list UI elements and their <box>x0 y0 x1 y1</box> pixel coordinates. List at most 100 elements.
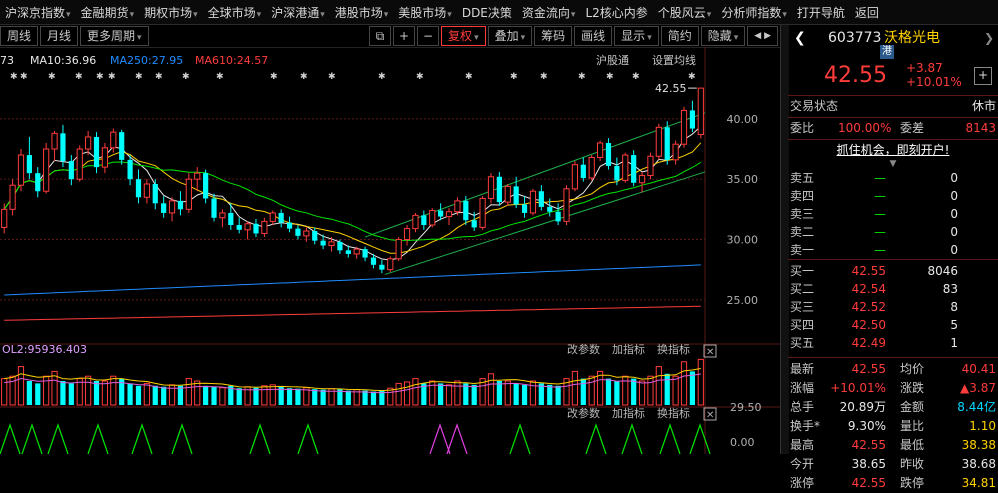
volume-bar <box>286 388 293 405</box>
signal-marker: ✱ <box>155 72 163 82</box>
zoom-out-icon[interactable]: − <box>417 26 440 46</box>
macd-signal <box>0 423 21 454</box>
stock-title: ❮ 603773 沃格光电 ❯ <box>788 25 998 51</box>
collapse-icon[interactable]: ▼ <box>889 159 897 169</box>
stat-label: 总手 <box>790 400 815 414</box>
promo-row[interactable]: 抓住机会，即刻开户! <box>788 141 998 160</box>
overlay-button[interactable]: 叠加 ▾ <box>487 26 533 46</box>
signal-marker: ✱ <box>96 72 104 82</box>
nav-label: 资金流向 <box>521 5 570 20</box>
candle-body <box>421 215 427 226</box>
nav-item-1[interactable]: 金融期货▾ <box>76 4 140 21</box>
add-watchlist-icon[interactable]: + <box>974 67 992 85</box>
bid-price: 42.54 <box>851 282 886 296</box>
draw-line-button[interactable]: 画线 <box>574 26 613 46</box>
nav-item-4[interactable]: 沪深港通▾ <box>266 4 330 21</box>
price-change: +3.87 <box>906 61 943 75</box>
stat-row: 今开 38.65 昨收 38.68 <box>788 455 998 474</box>
y-tick-label: 30.00 <box>727 233 759 246</box>
chevron-left-icon[interactable]: ❮ <box>794 30 806 46</box>
volume-bar <box>236 388 242 405</box>
nav-item-9[interactable]: L2核心内参 <box>580 4 652 21</box>
weicha-label: 委差 <box>900 121 925 135</box>
volume-bar <box>563 378 570 406</box>
volume-bar <box>680 361 688 406</box>
panel-add-button: 加指标 <box>612 406 645 420</box>
period-week-button[interactable]: 周线 <box>0 26 39 46</box>
volume-bar <box>672 375 679 406</box>
volume-bar <box>269 384 276 406</box>
stat-value: 34.81 <box>961 476 996 490</box>
panel-switch-button: 换指标 <box>657 406 690 420</box>
period-more-button[interactable]: 更多周期 ▾ <box>80 26 149 46</box>
chevron-down-icon: ▾ <box>706 9 712 20</box>
volume-bar <box>463 383 469 405</box>
candle-body <box>194 172 201 180</box>
scroll-arrows[interactable]: ◀ ▶ <box>747 26 778 46</box>
candle-body <box>353 248 360 255</box>
stat-row: 涨幅 +10.01% 涨跌 ▲3.87 <box>788 379 998 398</box>
ask-label: 卖五 <box>790 171 815 185</box>
candle-body <box>487 176 495 199</box>
volume-bar <box>479 378 486 406</box>
volume-bar <box>60 381 66 405</box>
stat-value: 8.44亿 <box>957 400 996 414</box>
stat-value: 38.65 <box>851 457 886 471</box>
zoom-in-icon[interactable]: + <box>393 26 416 46</box>
candle-body <box>203 173 209 199</box>
panel-scrollbar[interactable] <box>780 25 789 454</box>
nav-item-12[interactable]: 打开导航 <box>792 4 850 21</box>
candle-body <box>697 87 704 136</box>
candle-body <box>143 183 150 198</box>
macd-signal <box>131 423 153 454</box>
macd-signal <box>621 423 643 454</box>
signal-marker: ✱ <box>10 72 18 82</box>
volume-bar <box>471 384 477 405</box>
nav-item-11[interactable]: 分析师指数▾ <box>716 4 792 21</box>
nav-label: 期权市场 <box>144 5 193 20</box>
nav-item-0[interactable]: 沪深京指数▾ <box>0 4 76 21</box>
volume-bar <box>185 378 192 406</box>
chevron-right-icon[interactable]: ❯ <box>983 31 994 45</box>
volume-bars <box>1 358 704 406</box>
stat-value: 42.55 <box>851 476 886 490</box>
weibi-row: 委比 100.00% 委差 8143 <box>788 119 998 138</box>
nav-item-7[interactable]: DDE决策 <box>457 4 517 21</box>
ask-volume: 0 <box>950 225 958 239</box>
candle-body <box>43 148 50 192</box>
ask-price: — <box>874 225 886 239</box>
signal-marker: ✱ <box>182 72 190 82</box>
ma250-line <box>4 264 701 296</box>
hide-button[interactable]: 隐藏 ▾ <box>700 26 746 46</box>
volume-bar <box>445 384 453 406</box>
hk-connect-badge: 港 <box>880 45 894 59</box>
window-icon[interactable]: ⧉ <box>369 26 392 46</box>
candles <box>1 87 704 274</box>
nav-item-3[interactable]: 全球市场▾ <box>203 4 267 21</box>
candle-body <box>496 176 502 203</box>
candle-body <box>547 206 553 212</box>
bid-label: 买二 <box>790 282 815 296</box>
display-button[interactable]: 显示 ▾ <box>614 26 659 46</box>
nav-item-13[interactable]: 返回 <box>850 4 884 21</box>
nav-item-2[interactable]: 期权市场▾ <box>139 4 203 21</box>
stat-label: 涨幅 <box>790 381 815 395</box>
fuquan-button[interactable]: 复权 ▾ <box>441 26 486 46</box>
period-month-button[interactable]: 月线 <box>40 26 79 46</box>
macd-signal <box>47 423 69 454</box>
candle-body <box>429 210 436 226</box>
candle-body <box>26 155 32 174</box>
simple-button[interactable]: 简约 <box>660 26 699 46</box>
candle-body <box>571 164 579 190</box>
open-account-link[interactable]: 抓住机会，即刻开户! <box>836 143 950 157</box>
nav-item-10[interactable]: 个股风云▾ <box>653 4 717 21</box>
chip-button[interactable]: 筹码 <box>534 26 573 46</box>
volume-bar <box>504 380 511 406</box>
nav-item-6[interactable]: 美股市场▾ <box>393 4 457 21</box>
nav-item-8[interactable]: 资金流向▾ <box>517 4 581 21</box>
nav-item-5[interactable]: 港股市场▾ <box>330 4 394 21</box>
signal-marker: ✱ <box>416 72 424 82</box>
candlestick-chart[interactable]: 40.00 35.00 30.00 25.00 42.55 73 MA10:36.96 MA2… <box>0 47 780 454</box>
stat-label: 跌停 <box>900 476 925 490</box>
volume-bar <box>1 378 8 406</box>
